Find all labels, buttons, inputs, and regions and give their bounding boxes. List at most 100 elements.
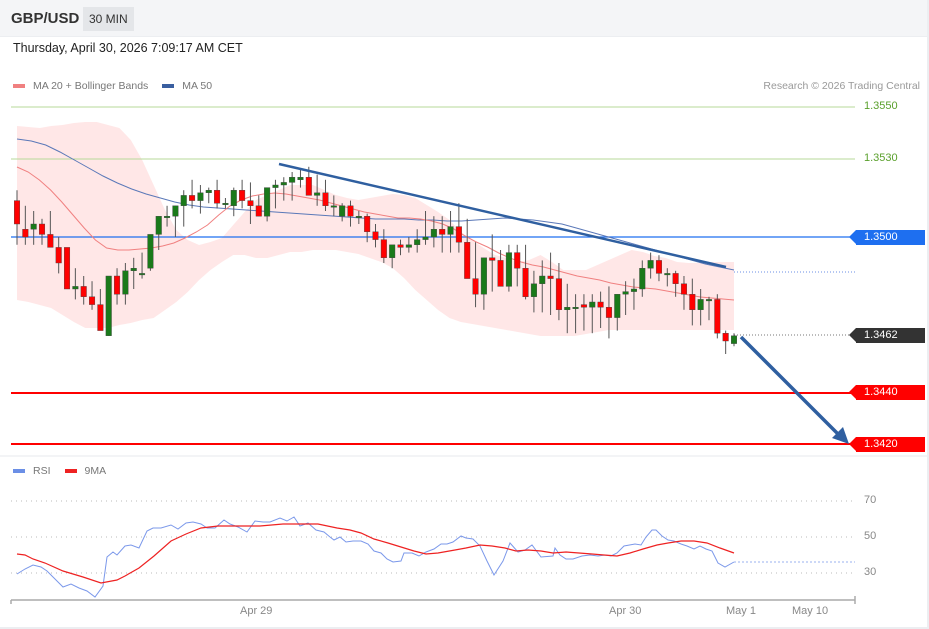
level-r1-label: 1.3530 xyxy=(864,152,898,164)
candle-up xyxy=(705,299,712,302)
candle-down xyxy=(89,296,96,305)
candle-up xyxy=(480,257,487,295)
candle-down xyxy=(555,278,562,311)
candle-up xyxy=(205,189,212,193)
candle-up xyxy=(389,244,396,259)
candle-down xyxy=(497,260,504,287)
forecast-arrow-shaft xyxy=(739,335,842,438)
legend-rsi: RSI xyxy=(13,465,51,477)
x-tick-apr30: Apr 30 xyxy=(609,605,642,617)
candle-up xyxy=(139,273,146,276)
credit-text: Research © 2026 Trading Central xyxy=(763,80,920,92)
candle-down xyxy=(239,189,246,201)
candle-down xyxy=(547,275,554,279)
forecast-arrow-head-icon xyxy=(832,427,849,444)
candle-down xyxy=(347,205,354,217)
candle-down xyxy=(55,247,62,264)
candle-up xyxy=(105,275,112,336)
candle-up xyxy=(697,299,704,310)
candle-up xyxy=(505,252,512,287)
candle-down xyxy=(22,228,29,238)
candle-down xyxy=(372,231,379,240)
candle-up xyxy=(664,273,671,276)
candle-down xyxy=(605,307,612,318)
rsi-swatch-icon xyxy=(13,469,25,473)
candle-up xyxy=(280,182,287,186)
symbol-title: GBP/USD xyxy=(11,10,80,27)
candle-up xyxy=(297,176,304,180)
candle-down xyxy=(514,252,521,269)
candle-up xyxy=(430,228,437,238)
ma50-line xyxy=(16,138,735,271)
candle-up xyxy=(355,215,362,218)
rsi-tick-50: 50 xyxy=(864,530,877,542)
candle-down xyxy=(47,234,54,248)
candle-up xyxy=(589,301,596,308)
candle-down xyxy=(722,333,729,342)
legend-9ma: 9MA xyxy=(64,465,106,477)
candle-down xyxy=(64,247,71,290)
rsi-tick-30: 30 xyxy=(864,566,877,578)
level-s1-tag: 1.3440 xyxy=(849,385,925,400)
candle-up xyxy=(414,239,421,246)
legend-ma20: MA 20 + Bollinger Bands xyxy=(13,80,148,92)
candle-up xyxy=(447,226,454,235)
legend-ma50: MA 50 xyxy=(162,80,212,92)
header-bar: GBP/USD 30 MIN xyxy=(0,0,929,37)
candle-down xyxy=(464,241,471,279)
last-price-tag: 1.3462 xyxy=(849,328,925,343)
candle-down xyxy=(597,301,604,308)
candle-up xyxy=(330,205,337,208)
ma9-swatch-icon xyxy=(64,469,77,473)
legend-ma20-label: MA 20 + Bollinger Bands xyxy=(33,80,149,92)
candle-down xyxy=(672,273,679,284)
candle-down xyxy=(305,176,312,196)
trend-line xyxy=(278,162,727,269)
candle-up xyxy=(614,294,621,318)
candle-down xyxy=(689,294,696,311)
candle-down xyxy=(13,200,20,225)
candle-down xyxy=(322,192,329,207)
candle-up xyxy=(405,244,412,248)
candle-down xyxy=(439,228,446,235)
rsi-legend: RSI 9MA xyxy=(13,465,120,477)
candle-up xyxy=(339,205,346,217)
candle-up xyxy=(172,205,179,217)
bottom-border xyxy=(0,627,929,629)
ma20-swatch-icon xyxy=(13,84,25,88)
candle-up xyxy=(155,215,162,235)
candle-up xyxy=(147,234,154,269)
timeframe-badge[interactable]: 30 MIN xyxy=(83,7,134,31)
candle-up xyxy=(422,236,429,240)
candle-up xyxy=(230,189,237,206)
x-tick-apr29: Apr 29 xyxy=(240,605,273,617)
candle-up xyxy=(72,286,79,290)
candle-down xyxy=(364,215,371,232)
candle-down xyxy=(489,257,496,261)
candle-down xyxy=(380,239,387,259)
x-tick-may1: May 1 xyxy=(726,605,756,617)
rsi-ma-line xyxy=(16,523,735,584)
candle-up xyxy=(564,307,571,311)
candle-up xyxy=(622,291,629,295)
candle-up xyxy=(164,215,171,218)
candle-down xyxy=(114,275,121,295)
level-s2-tag: 1.3420 xyxy=(849,437,925,452)
legend-rsi-label: RSI xyxy=(33,465,51,477)
rsi-line xyxy=(16,516,735,598)
candle-up xyxy=(122,270,129,295)
legend-ma50-label: MA 50 xyxy=(182,80,213,92)
candle-up xyxy=(572,307,579,309)
candle-up xyxy=(647,260,654,269)
candle-down xyxy=(580,304,587,308)
candle-up xyxy=(539,275,546,284)
candle-down xyxy=(522,268,529,298)
candle-down xyxy=(97,304,104,331)
candle-up xyxy=(530,283,537,297)
candle-up xyxy=(197,192,204,201)
candle-up xyxy=(180,195,187,206)
candle-up xyxy=(289,176,296,183)
rsi-tick-70: 70 xyxy=(864,494,877,506)
candle-down xyxy=(655,260,662,274)
